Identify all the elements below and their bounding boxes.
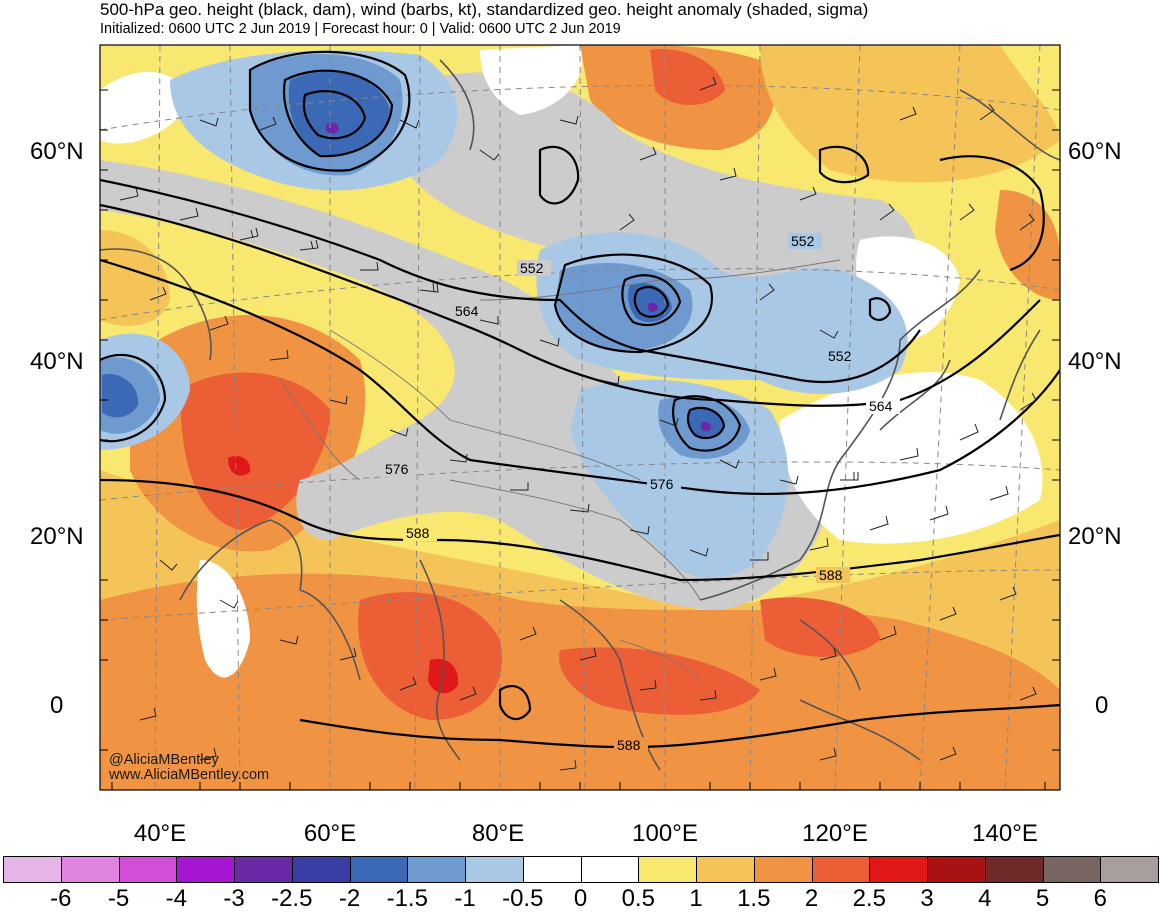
colorbar-label: 4 bbox=[978, 885, 992, 912]
colorbar-swatch bbox=[869, 856, 928, 883]
contour-label-588-b: 588 bbox=[819, 567, 843, 583]
lon-label-60e: 60°E bbox=[303, 820, 357, 847]
lon-label-80e: 80°E bbox=[471, 820, 525, 847]
lat-label-right-40: 40°N bbox=[1068, 348, 1122, 375]
lon-label-40e: 40°E bbox=[133, 820, 187, 847]
colorbar-label: 0.5 bbox=[621, 885, 655, 912]
colorbar-swatch bbox=[465, 856, 524, 883]
contour-label-588-a: 588 bbox=[406, 525, 430, 541]
colorbar-label: -4 bbox=[165, 885, 187, 912]
anomaly-region-east-siberia bbox=[760, 45, 1060, 183]
colorbar-label: 5 bbox=[1035, 885, 1050, 912]
colorbar-label: 2 bbox=[804, 885, 819, 912]
contour-label-564-a: 564 bbox=[455, 303, 479, 319]
contour-label-576-b: 576 bbox=[650, 476, 674, 492]
colorbar-swatch bbox=[407, 856, 466, 883]
credit-website: www.AliciaMBentley.com bbox=[109, 767, 270, 783]
lon-label-140e: 140°E bbox=[972, 820, 1038, 847]
anomaly-min-mongolia bbox=[648, 302, 658, 312]
anomaly-region-caspian-strong bbox=[102, 374, 139, 418]
map-title: 500-hPa geo. height (black, dam), wind (… bbox=[100, 0, 869, 19]
anomaly-min-china bbox=[701, 421, 712, 432]
colorbar-swatch bbox=[291, 856, 351, 883]
lon-label-120e: 120°E bbox=[802, 820, 868, 847]
contour-label-552-a: 552 bbox=[791, 233, 815, 249]
contour-label-552-b: 552 bbox=[520, 260, 544, 276]
colorbar-swatch bbox=[118, 856, 178, 883]
contour-label-576-a: 576 bbox=[385, 461, 409, 477]
colorbar-label: -6 bbox=[50, 885, 72, 912]
colorbar-swatch bbox=[927, 856, 986, 883]
colorbar-label: 1 bbox=[689, 885, 703, 912]
country-borders bbox=[279, 259, 841, 681]
anomaly-region-zero-north bbox=[480, 45, 582, 115]
frame-ticks bbox=[100, 89, 1060, 790]
colorbar-swatch bbox=[60, 856, 120, 883]
lat-label-left-20: 20°N bbox=[30, 523, 84, 550]
colorbar-label: 1.5 bbox=[737, 885, 771, 912]
lat-label-left-0: 0 bbox=[50, 692, 64, 719]
colorbar-swatch bbox=[696, 856, 755, 883]
contour-label-588-c: 588 bbox=[617, 737, 641, 753]
lat-label-left-60: 60°N bbox=[30, 138, 84, 165]
lat-label-right-60: 60°N bbox=[1068, 138, 1122, 165]
colorbar-swatch bbox=[176, 856, 235, 883]
contour-label-564-b: 564 bbox=[869, 398, 893, 414]
lon-label-100e: 100°E bbox=[632, 820, 698, 847]
colorbar-label: -1 bbox=[454, 885, 476, 912]
anomaly-region-west bbox=[100, 230, 170, 326]
wind-barbs bbox=[119, 76, 1037, 771]
colorbar-swatch bbox=[522, 856, 582, 883]
colorbar-swatch bbox=[1100, 856, 1159, 883]
graticule bbox=[100, 45, 1060, 790]
anomaly-region-zero-west bbox=[100, 71, 190, 144]
anomaly-max-mideast bbox=[228, 455, 251, 476]
colorbar-label: -3 bbox=[223, 885, 245, 912]
anomaly-region-zero-arabia bbox=[196, 560, 250, 678]
coastlines bbox=[100, 59, 1060, 771]
credit-handle: @AliciaMBentley bbox=[109, 752, 219, 768]
lat-label-right-20: 20°N bbox=[1068, 523, 1122, 550]
colorbar-swatch bbox=[3, 856, 62, 883]
colorbar-swatch bbox=[811, 856, 871, 883]
colorbar-label: -0.5 bbox=[502, 885, 544, 912]
colorbar-label: -2.5 bbox=[271, 885, 313, 912]
colorbar-swatch bbox=[1042, 856, 1102, 883]
anomaly-min-ural bbox=[326, 122, 339, 134]
anomaly-region-india bbox=[358, 592, 502, 720]
map-subtitle: Initialized: 0600 UTC 2 Jun 2019 | Forec… bbox=[100, 21, 621, 37]
colorbar-swatch bbox=[984, 856, 1044, 883]
colorbar-swatch bbox=[349, 856, 409, 883]
lat-label-left-40: 40°N bbox=[30, 348, 84, 375]
colorbar-label: 3 bbox=[920, 885, 934, 912]
anomaly-region-philippines bbox=[760, 597, 880, 657]
contour-label-552-c: 552 bbox=[828, 348, 852, 364]
contour-labels: 552 552 564 552 564 576 576 588 588 588 bbox=[382, 233, 900, 753]
colorbar-label: -5 bbox=[107, 885, 130, 912]
colorbar-swatch bbox=[234, 856, 293, 883]
anomaly-region-indochina bbox=[559, 647, 760, 715]
anomaly-max-siberia bbox=[650, 49, 725, 105]
height-contours bbox=[100, 50, 1060, 749]
colorbar-swatch bbox=[753, 856, 813, 883]
colorbar-swatch bbox=[638, 856, 697, 883]
lat-label-right-0: 0 bbox=[1095, 692, 1109, 719]
colorbar-label: -1.5 bbox=[386, 885, 428, 912]
colorbar-label: 2.5 bbox=[852, 885, 886, 912]
colorbar-swatch bbox=[580, 856, 640, 883]
colorbar-label: -2 bbox=[338, 885, 361, 912]
colorbar-label: 0 bbox=[573, 885, 588, 912]
colorbar-label: 6 bbox=[1093, 885, 1107, 912]
